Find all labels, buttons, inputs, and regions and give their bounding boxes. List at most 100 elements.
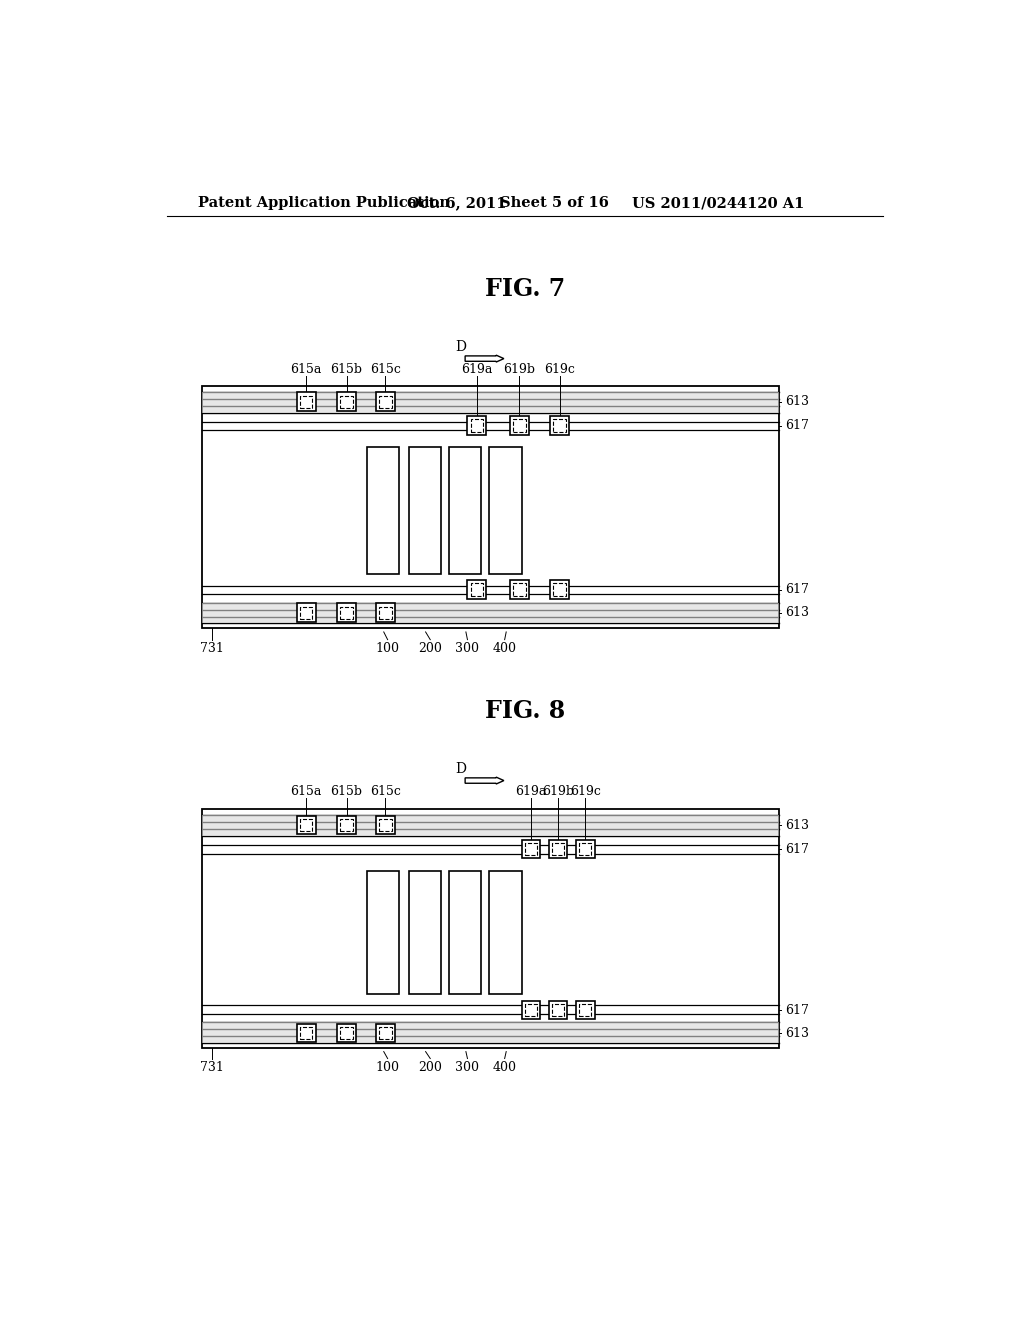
Bar bbox=[376, 392, 394, 411]
Bar bbox=[549, 1001, 567, 1019]
Bar bbox=[202, 809, 779, 1048]
Bar bbox=[510, 416, 528, 434]
FancyArrow shape bbox=[465, 355, 504, 362]
Text: 400: 400 bbox=[493, 642, 517, 655]
Text: FIG. 8: FIG. 8 bbox=[484, 700, 565, 723]
Bar bbox=[297, 1024, 315, 1043]
Text: 615b: 615b bbox=[331, 363, 362, 376]
Text: 400: 400 bbox=[493, 1061, 517, 1074]
Bar bbox=[376, 603, 394, 622]
Bar bbox=[489, 871, 521, 994]
Text: 200: 200 bbox=[419, 642, 442, 655]
Bar bbox=[202, 385, 779, 628]
Bar bbox=[300, 396, 312, 408]
Bar bbox=[340, 396, 352, 408]
Bar bbox=[510, 581, 528, 599]
Text: Sheet 5 of 16: Sheet 5 of 16 bbox=[500, 197, 609, 210]
Text: 619c: 619c bbox=[569, 785, 601, 799]
Bar bbox=[575, 840, 595, 858]
Bar bbox=[550, 416, 569, 434]
Bar bbox=[340, 818, 352, 832]
Text: 615c: 615c bbox=[370, 785, 400, 799]
Bar bbox=[409, 447, 441, 574]
Bar bbox=[376, 816, 394, 834]
FancyArrow shape bbox=[465, 777, 504, 784]
Bar bbox=[521, 1001, 541, 1019]
Bar bbox=[467, 581, 486, 599]
Bar bbox=[340, 1027, 352, 1039]
Bar bbox=[202, 1022, 779, 1043]
Bar bbox=[337, 1024, 356, 1043]
Bar bbox=[554, 583, 566, 595]
Text: 613: 613 bbox=[785, 395, 809, 408]
Bar bbox=[471, 420, 483, 432]
Text: 100: 100 bbox=[376, 1061, 399, 1074]
Text: 731: 731 bbox=[200, 1061, 223, 1074]
Bar bbox=[471, 583, 483, 595]
Bar bbox=[449, 871, 481, 994]
Bar bbox=[467, 416, 486, 434]
Text: D: D bbox=[456, 341, 467, 354]
Bar bbox=[524, 843, 538, 855]
Bar bbox=[379, 396, 391, 408]
Bar bbox=[489, 447, 521, 574]
Bar bbox=[579, 1005, 592, 1016]
Bar bbox=[202, 603, 779, 623]
Bar bbox=[513, 420, 525, 432]
Bar bbox=[552, 1005, 564, 1016]
Text: 619a: 619a bbox=[515, 785, 547, 799]
Text: 617: 617 bbox=[785, 583, 809, 597]
Text: 619b: 619b bbox=[504, 363, 536, 376]
Text: 300: 300 bbox=[456, 1061, 479, 1074]
Text: 619b: 619b bbox=[542, 785, 574, 799]
Bar bbox=[337, 816, 356, 834]
Bar bbox=[297, 816, 315, 834]
Bar bbox=[575, 1001, 595, 1019]
Bar bbox=[554, 420, 566, 432]
Bar bbox=[297, 392, 315, 411]
Bar bbox=[524, 1005, 538, 1016]
Text: 615c: 615c bbox=[370, 363, 400, 376]
Bar bbox=[340, 607, 352, 619]
Text: 619a: 619a bbox=[461, 363, 493, 376]
Text: 619c: 619c bbox=[544, 363, 575, 376]
Bar bbox=[300, 1027, 312, 1039]
Bar bbox=[379, 818, 391, 832]
Bar bbox=[367, 871, 399, 994]
Text: 617: 617 bbox=[785, 418, 809, 432]
Text: 100: 100 bbox=[376, 642, 399, 655]
Bar bbox=[376, 1024, 394, 1043]
Bar bbox=[367, 447, 399, 574]
Bar bbox=[549, 840, 567, 858]
Bar bbox=[202, 392, 779, 412]
Text: Patent Application Publication: Patent Application Publication bbox=[198, 197, 450, 210]
Text: 617: 617 bbox=[785, 842, 809, 855]
Bar bbox=[337, 603, 356, 622]
Text: D: D bbox=[456, 762, 467, 776]
Bar bbox=[202, 816, 779, 836]
Text: 615a: 615a bbox=[291, 363, 322, 376]
Text: 615b: 615b bbox=[331, 785, 362, 799]
Bar bbox=[409, 871, 441, 994]
Bar bbox=[297, 603, 315, 622]
Bar bbox=[550, 581, 569, 599]
Bar bbox=[337, 392, 356, 411]
Bar bbox=[449, 447, 481, 574]
Text: US 2011/0244120 A1: US 2011/0244120 A1 bbox=[632, 197, 804, 210]
Bar bbox=[552, 843, 564, 855]
Text: 615a: 615a bbox=[291, 785, 322, 799]
Bar bbox=[513, 583, 525, 595]
Text: 613: 613 bbox=[785, 1027, 809, 1040]
Bar bbox=[300, 607, 312, 619]
Bar bbox=[579, 843, 592, 855]
Text: FIG. 7: FIG. 7 bbox=[484, 277, 565, 301]
Text: 300: 300 bbox=[456, 642, 479, 655]
Bar bbox=[379, 607, 391, 619]
Text: Oct. 6, 2011: Oct. 6, 2011 bbox=[407, 197, 507, 210]
Text: 731: 731 bbox=[200, 642, 223, 655]
Bar bbox=[521, 840, 541, 858]
Text: 200: 200 bbox=[419, 1061, 442, 1074]
Bar bbox=[300, 818, 312, 832]
Text: 613: 613 bbox=[785, 606, 809, 619]
Text: 617: 617 bbox=[785, 1003, 809, 1016]
